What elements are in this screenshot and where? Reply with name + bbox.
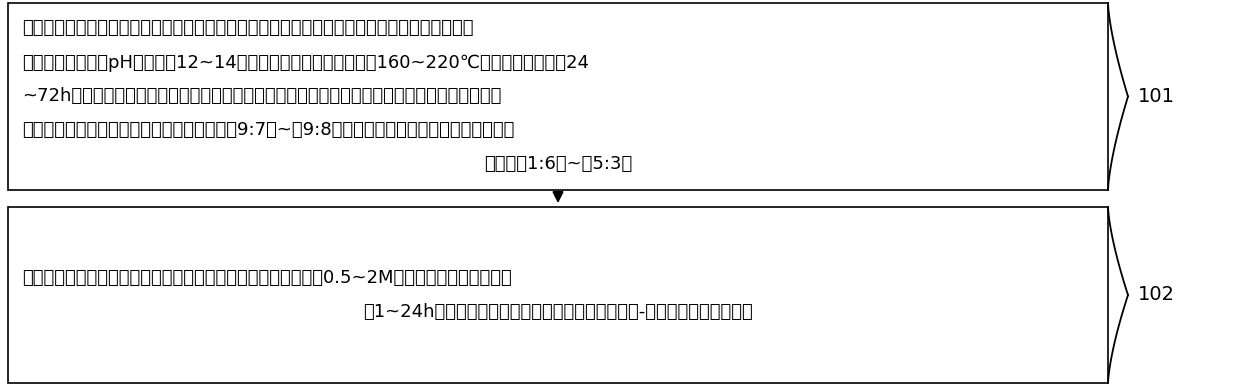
Text: 在室温或加热条件下将制得的钛酸铁铋光催化剂放入摩尔浓度为0.5~2M的稀盐酸溶液中，磁力搅: 在室温或加热条件下将制得的钛酸铁铋光催化剂放入摩尔浓度为0.5~2M的稀盐酸溶液… xyxy=(22,269,512,287)
Bar xyxy=(7,207,1109,383)
Bar xyxy=(7,3,1109,190)
Text: 101: 101 xyxy=(1138,87,1176,106)
Text: 拌1~24h；将混合溶液离心清洗烘干，得到氯氧化铋-钛酸铁铋复合光催化剂: 拌1~24h；将混合溶液离心清洗烘干，得到氯氧化铋-钛酸铁铋复合光催化剂 xyxy=(363,303,753,321)
Text: 水热合成步骤：在室温下，将铋源物质、铁源物质和钛源物质溶于稀硝酸溶液中得到混合溶液，: 水热合成步骤：在室温下，将铋源物质、铁源物质和钛源物质溶于稀硝酸溶液中得到混合溶… xyxy=(22,20,474,37)
Text: 102: 102 xyxy=(1138,285,1176,305)
Text: ~72h；清洗并烘干悬浊液中的沉淀得到粉末状的钛酸铁铋光催化剂，其中，所述铋源物质与铁源: ~72h；清洗并烘干悬浊液中的沉淀得到粉末状的钛酸铁铋光催化剂，其中，所述铋源物… xyxy=(22,87,501,106)
Text: 将所述混合溶液的pH值调节至12~14，得到含有沉淀的悬浊液；在160~220℃的条件下加热保温24: 将所述混合溶液的pH值调节至12~14，得到含有沉淀的悬浊液；在160~220℃… xyxy=(22,53,589,71)
Text: 尔比为（1:6）~（5:3）: 尔比为（1:6）~（5:3） xyxy=(484,156,632,174)
Text: 物质和钛源物质两种物质量的和的摩尔比为（9:7）~（9:8），所述铁源物质与所述钛源物质的摩: 物质和钛源物质两种物质量的和的摩尔比为（9:7）~（9:8），所述铁源物质与所述… xyxy=(22,122,515,140)
